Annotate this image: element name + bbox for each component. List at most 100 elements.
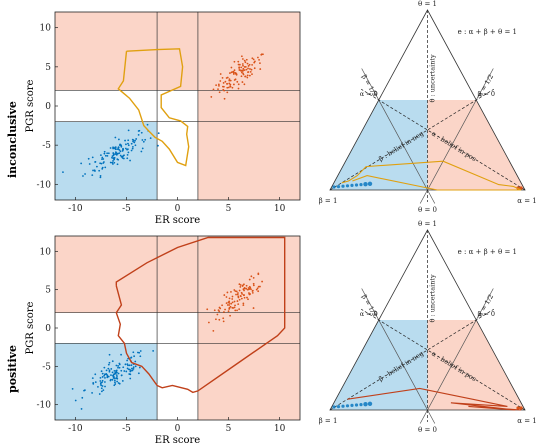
neg-point — [83, 389, 85, 392]
neg-point — [134, 139, 136, 142]
neg-point — [116, 152, 119, 155]
neg-point — [104, 385, 106, 388]
pos-point — [223, 294, 226, 296]
neg-point — [103, 374, 106, 377]
pos-point — [237, 60, 240, 63]
neg-point — [128, 368, 131, 371]
pos-point — [238, 289, 241, 292]
neg-point — [111, 378, 114, 381]
pos-point — [231, 298, 234, 300]
neg-point — [123, 154, 125, 157]
pos-point — [212, 88, 215, 91]
neg-point — [130, 142, 133, 145]
neg-point — [113, 369, 116, 372]
neg-point — [146, 123, 149, 126]
pos-point — [226, 291, 229, 294]
neg-point — [102, 162, 105, 164]
pos-point — [242, 69, 244, 72]
pos-point — [246, 62, 249, 65]
pos-point — [234, 78, 237, 81]
pos-point — [230, 291, 232, 293]
neg-point — [91, 377, 94, 380]
neg-point — [104, 381, 106, 383]
pos-point — [243, 287, 246, 289]
neg-point — [99, 175, 102, 177]
neg-point — [138, 366, 141, 369]
theta-zero-label: θ = 0 — [418, 206, 437, 214]
y-tick-label-1: 5 — [45, 63, 51, 73]
neg-point — [144, 138, 147, 141]
neg-point — [99, 154, 102, 157]
beta-zero-label: β = 0 — [478, 310, 495, 318]
pos-point — [257, 273, 260, 276]
neg-dot — [354, 183, 359, 187]
trajectory-line — [115, 236, 286, 394]
neg-point — [104, 154, 107, 157]
neg-point — [103, 373, 106, 376]
simplex-plot-1: θ = 1 β = 1 α = 1 θ = 0 e : α + β + θ = 1 α =… — [319, 220, 537, 434]
neg-point — [124, 147, 127, 150]
pos-point — [237, 83, 240, 86]
simplex-trajectory — [347, 387, 522, 411]
neg-point — [100, 162, 103, 165]
pos-point — [234, 304, 236, 307]
neg-point — [108, 361, 111, 364]
neg-point — [127, 139, 130, 142]
pos-point — [228, 308, 231, 310]
neg-point — [131, 367, 133, 370]
neg-point — [92, 169, 94, 172]
neg-dot — [350, 183, 354, 187]
neg-point — [82, 175, 84, 177]
pos-point — [248, 278, 251, 281]
pos-point — [215, 84, 218, 87]
pos-point — [243, 296, 246, 299]
pos-point — [229, 305, 232, 308]
neg-point — [117, 372, 120, 375]
neg-point — [132, 366, 135, 369]
neg-point — [91, 156, 94, 159]
neg-region-simplex — [330, 320, 428, 410]
neg-point — [115, 377, 118, 380]
vertex-beta-label: β = 1 — [319, 417, 338, 425]
pos-point — [242, 64, 244, 67]
neg-point — [121, 380, 124, 382]
pos-point — [229, 85, 232, 88]
pos-point — [241, 58, 244, 60]
neg-point — [128, 364, 131, 367]
pos-point — [233, 83, 235, 86]
pos-point — [218, 84, 220, 87]
pos-point — [223, 97, 226, 100]
neg-point — [103, 152, 106, 155]
x-tick-label-4: 10 — [274, 424, 286, 434]
neg-point — [117, 138, 120, 141]
pos-point — [238, 308, 241, 310]
pos-point — [237, 296, 240, 299]
y-axis-label: PGR score — [25, 301, 36, 354]
neg-point — [113, 158, 116, 161]
pos-point — [217, 309, 220, 312]
neg-dot — [345, 404, 350, 408]
neg-point — [99, 376, 102, 379]
x-tick-label-0: -10 — [68, 204, 83, 214]
pos-point — [245, 68, 248, 71]
neg-dot — [332, 185, 336, 189]
neg-point — [101, 385, 104, 387]
neg-point — [118, 144, 121, 147]
pos-point — [233, 60, 236, 63]
x-tick-label-3: 5 — [226, 424, 232, 434]
neg-point — [97, 385, 99, 388]
neg-point — [157, 144, 159, 147]
pos-point — [238, 283, 241, 286]
pos-point — [227, 86, 230, 89]
pos-point — [228, 78, 231, 81]
neg-point — [117, 146, 120, 149]
pos-point — [236, 293, 239, 296]
pos-point — [247, 67, 249, 70]
pos-point — [240, 291, 243, 294]
pos-point — [252, 282, 255, 285]
y-tick-label-4: -10 — [37, 401, 52, 411]
beta-zero-label: β = 0 — [478, 90, 495, 98]
pos-point — [242, 304, 245, 307]
y-tick-label-1: 5 — [45, 286, 51, 296]
neg-point — [100, 387, 103, 390]
